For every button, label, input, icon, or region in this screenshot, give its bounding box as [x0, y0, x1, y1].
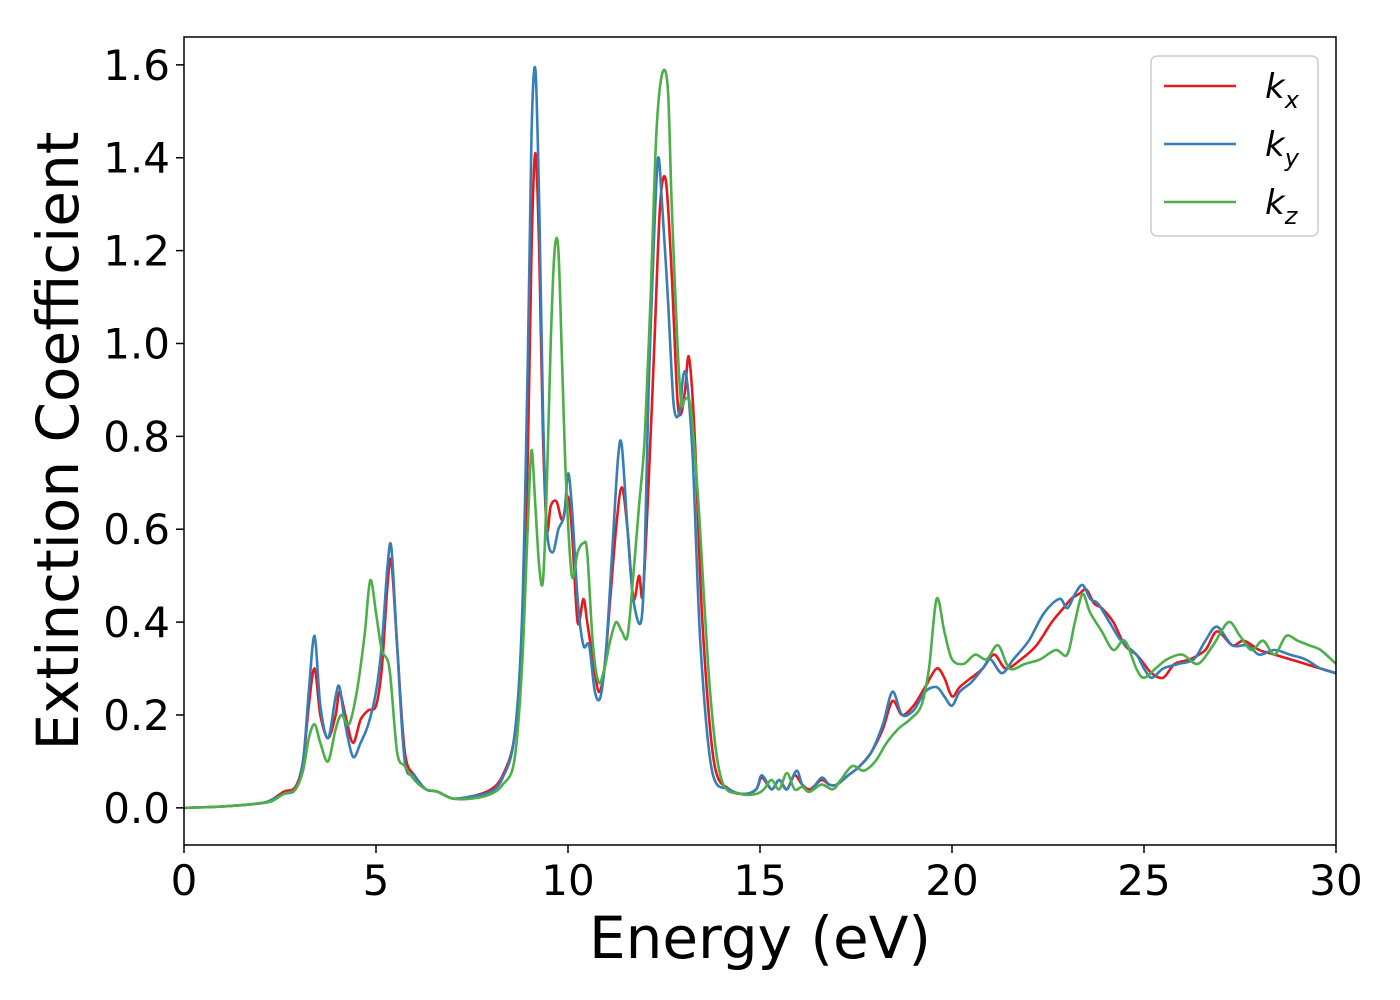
series-line-z [183, 68, 1337, 810]
legend: kx ky kz [1150, 55, 1319, 237]
x-tick-label: 20 [925, 856, 978, 905]
series-line-y [183, 66, 1337, 810]
x-tick-label: 30 [1309, 856, 1362, 905]
y-tick-label: 0.0 [103, 784, 170, 833]
x-tick-label: 15 [733, 856, 786, 905]
series-layer [183, 66, 1337, 810]
y-tick-label: 1.0 [103, 319, 170, 368]
y-tick-label: 1.4 [103, 134, 170, 183]
y-tick-label: 0.4 [103, 598, 170, 647]
y-axis-ticks: 0.0 0.2 0.4 0.6 0.8 1.0 1.2 1.4 1.6 [103, 41, 184, 833]
legend-label-z: kz [1265, 183, 1299, 230]
x-tick-label: 5 [363, 856, 390, 905]
legend-label-y: ky [1265, 125, 1300, 172]
y-axis-label: Extinction Coefficient [24, 132, 92, 751]
y-tick-label: 1.6 [103, 41, 170, 90]
x-axis-ticks: 0 5 10 15 20 25 30 [171, 845, 1363, 905]
x-tick-label: 25 [1117, 856, 1170, 905]
legend-frame [1150, 55, 1319, 237]
plot-background [184, 37, 1336, 845]
y-tick-label: 0.6 [103, 505, 170, 554]
legend-label-x: kx [1265, 67, 1300, 114]
y-tick-label: 0.8 [103, 412, 170, 461]
y-tick-label: 1.2 [103, 227, 170, 276]
x-tick-label: 10 [541, 856, 594, 905]
y-tick-label: 0.2 [103, 691, 170, 740]
x-tick-label: 0 [171, 856, 198, 905]
x-axis-label: Energy (eV) [589, 904, 931, 972]
